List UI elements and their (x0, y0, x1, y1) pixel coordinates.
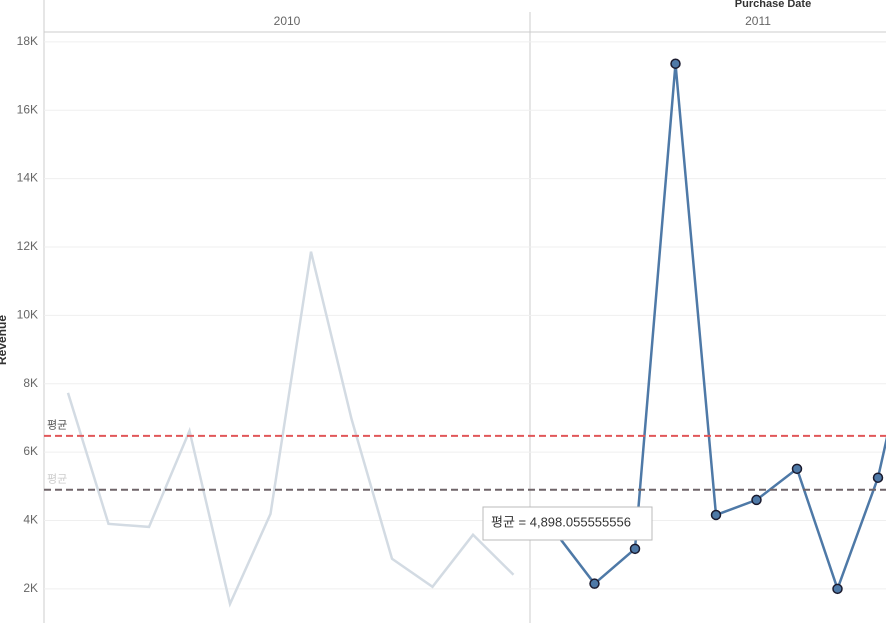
reference-label: 평균 (47, 419, 67, 432)
y-tick-label: 16K (17, 102, 38, 116)
plot-area (44, 41, 886, 608)
y-tick-label: 18K (17, 34, 38, 48)
data-point (791, 463, 803, 475)
tooltip-text: 평균 = 4,898.055555556 (491, 514, 631, 529)
y-tick-label: 14K (17, 171, 38, 185)
y-tick-label: 6K (23, 444, 38, 458)
y-axis-label: Revenue (0, 315, 9, 365)
data-point (670, 58, 681, 69)
header-title: Purchase Date (735, 0, 811, 10)
data-point (832, 583, 843, 595)
y-tick-label: 2K (23, 581, 38, 595)
y-tick-label: 10K (17, 307, 38, 321)
panel-header: 2010 (274, 14, 301, 28)
data-point (751, 494, 762, 506)
data-point (589, 578, 600, 589)
data-point (872, 472, 884, 483)
y-tick-label: 12K (17, 239, 38, 253)
series-line (553, 63, 886, 593)
y-tick-label: 8K (23, 376, 38, 390)
panel-header: 2011 (745, 14, 771, 28)
reference-label: 평균 (47, 473, 67, 486)
series-line (66, 251, 515, 608)
data-point (629, 543, 641, 555)
data-point (710, 509, 722, 521)
y-tick-label: 4K (23, 513, 38, 527)
tooltip-box (482, 506, 653, 541)
